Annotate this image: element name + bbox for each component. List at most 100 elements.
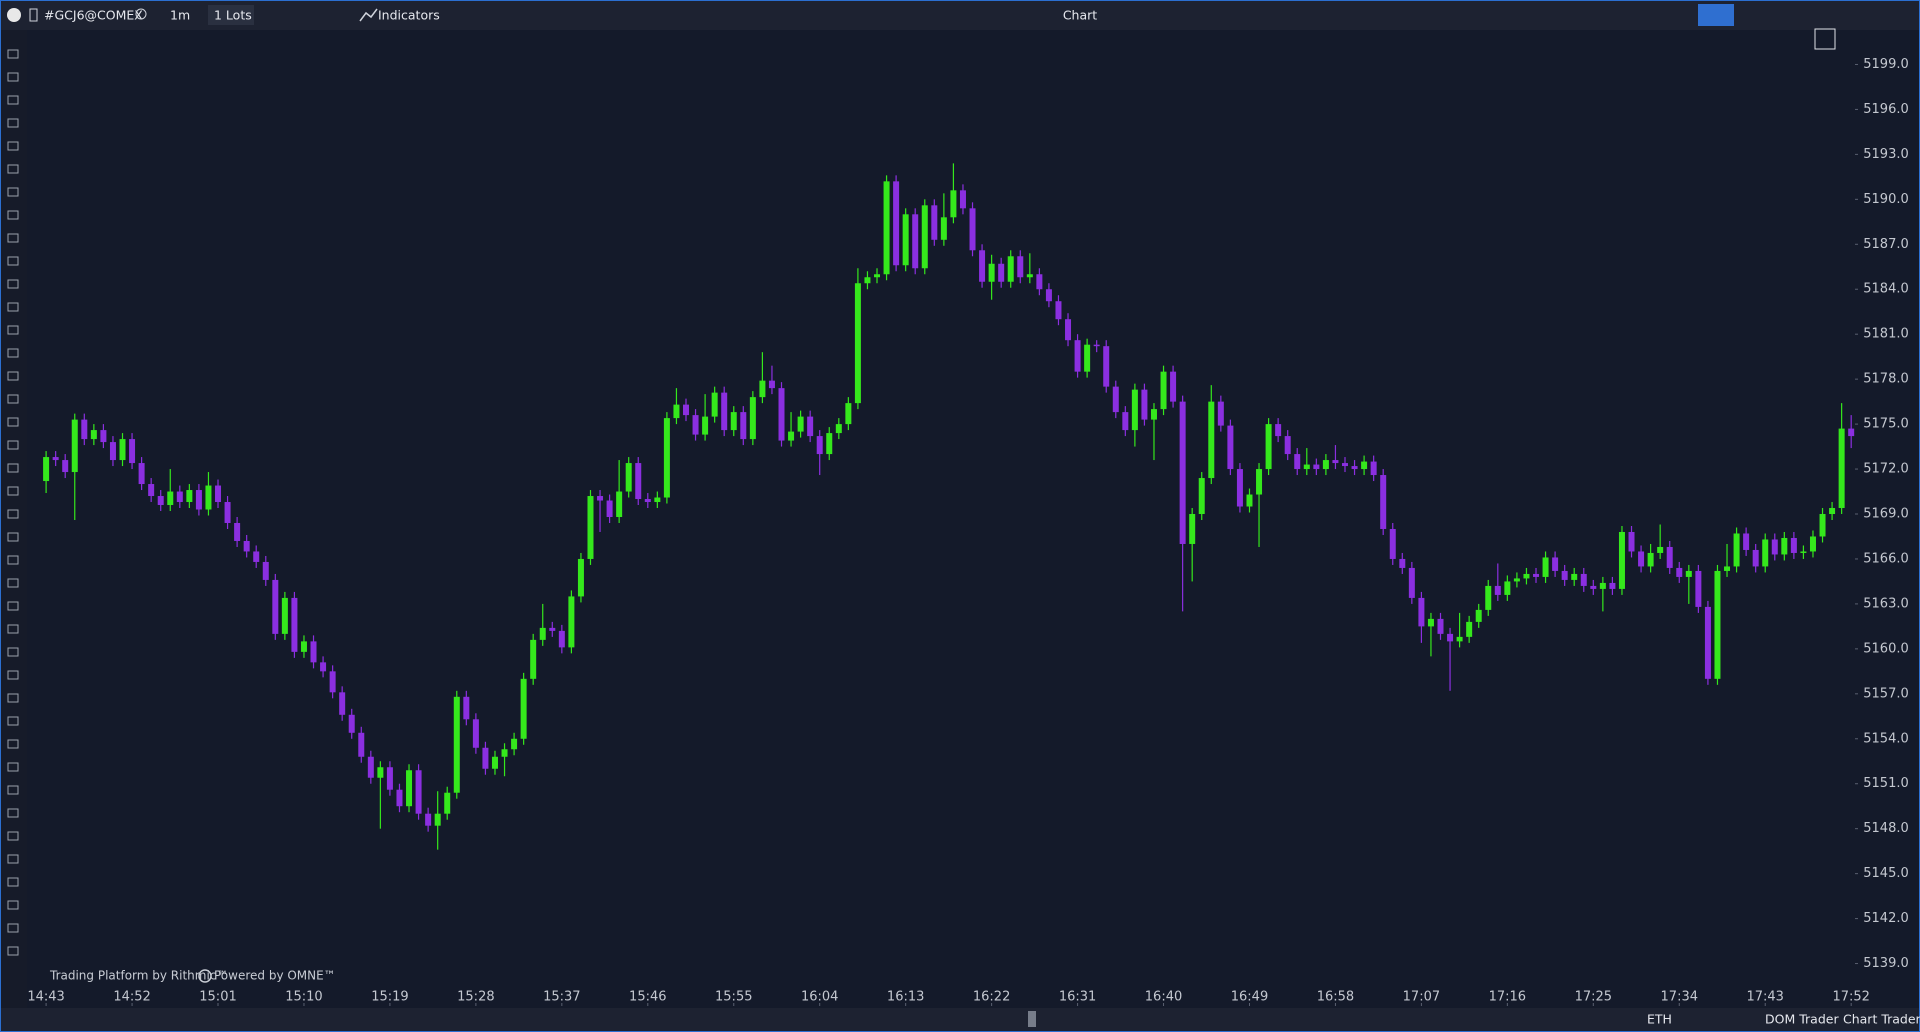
tool-icon (7, 118, 19, 128)
candle-body (940, 217, 947, 240)
candle-body (682, 404, 689, 416)
candle-body (1685, 570, 1692, 577)
y-tick-label: 5142.0 (1863, 911, 1909, 926)
candle-body (568, 596, 575, 648)
tool-icon (7, 141, 19, 151)
candle-body (377, 767, 384, 778)
candle-body (482, 747, 489, 769)
candle-body (950, 190, 957, 218)
x-tick-label: 17:34 (1661, 990, 1698, 1005)
screenshot-button[interactable] (1698, 4, 1734, 26)
candle-body (186, 490, 193, 503)
tool-icon (7, 946, 19, 956)
candle-body (740, 412, 747, 440)
symbol[interactable]: #GCJ6@COMEX (44, 8, 143, 23)
candle-body (1485, 585, 1492, 610)
tool-icon (7, 762, 19, 772)
tool-icon (7, 578, 19, 588)
link-icon[interactable] (29, 8, 38, 22)
candle-body (1561, 570, 1568, 580)
candle-body (711, 392, 718, 417)
tool-icon (7, 486, 19, 496)
candle-body (1045, 289, 1052, 302)
y-tick-label: 5148.0 (1863, 821, 1909, 836)
tool-icon (7, 601, 19, 611)
tool-icon (7, 256, 19, 266)
candle-body (1370, 461, 1377, 476)
candle-body (1351, 466, 1358, 470)
app-logo[interactable] (7, 8, 21, 22)
candle-body (1322, 460, 1329, 470)
candle-body (129, 439, 136, 464)
candle-body (1848, 428, 1855, 437)
chart-trader[interactable]: Chart Trader (1843, 1012, 1920, 1027)
interval[interactable]: 1m (170, 8, 190, 23)
session[interactable]: ETH (1647, 1012, 1672, 1027)
candle-body (348, 714, 355, 733)
candle-body (979, 250, 986, 282)
candle-body (434, 813, 441, 826)
candle-body (511, 738, 518, 750)
candle-body (530, 639, 537, 679)
candle-body (367, 756, 374, 778)
candle-body (291, 597, 298, 652)
tool-icon (7, 210, 19, 220)
candle-body (310, 641, 317, 663)
y-tick-label: 5169.0 (1863, 507, 1909, 522)
candle-body (262, 561, 269, 580)
indicators-icon[interactable] (359, 8, 378, 22)
candle-body (148, 484, 155, 497)
tool-icon (7, 440, 19, 450)
candle-body (205, 485, 212, 510)
candle-body (1361, 461, 1368, 470)
candle-body (234, 522, 241, 541)
y-tick-label: 5175.0 (1863, 417, 1909, 432)
candle-body (1093, 344, 1100, 347)
y-tick-label: 5190.0 (1863, 192, 1909, 207)
candle-body (539, 627, 546, 640)
candle-body (816, 436, 823, 455)
candle-body (1227, 425, 1234, 470)
scroll-end-button[interactable] (1814, 28, 1836, 50)
candle-body (358, 732, 365, 757)
candle-body (1284, 436, 1291, 455)
candle-body (1389, 528, 1396, 559)
tool-icon (7, 187, 19, 197)
x-tick-label: 16:31 (1059, 990, 1096, 1005)
candle-body (1055, 301, 1062, 320)
candle-body (959, 190, 966, 209)
candle-body (883, 181, 890, 275)
y-tick-label: 5151.0 (1863, 776, 1909, 791)
lots-box[interactable] (208, 5, 254, 25)
candle-body (788, 431, 795, 441)
candle-body (1380, 475, 1387, 529)
y-tick-label: 5166.0 (1863, 551, 1909, 566)
candle-body (1456, 636, 1463, 642)
candle-body (1265, 424, 1272, 470)
y-tick-label: 5160.0 (1863, 641, 1909, 656)
candle-body (702, 416, 709, 435)
x-tick-label: 16:49 (1231, 990, 1268, 1005)
dom-trader[interactable]: DOM Trader (1765, 1012, 1839, 1027)
candle-body (1704, 606, 1711, 679)
search-icon[interactable] (135, 8, 147, 20)
scrollbar-thumb[interactable] (1028, 1011, 1036, 1027)
x-tick-label: 16:13 (887, 990, 924, 1005)
candle-body (215, 485, 222, 503)
candle-body (644, 499, 651, 503)
indicators[interactable]: Indicators (378, 8, 440, 23)
candle-body (1332, 460, 1339, 464)
lots[interactable]: 1 Lots (214, 8, 252, 23)
tool-icon (7, 854, 19, 864)
y-tick-label: 5157.0 (1863, 686, 1909, 701)
candle-body (167, 491, 174, 506)
tool-icon (7, 716, 19, 726)
candle-body (157, 496, 164, 506)
tool-icon (7, 72, 19, 82)
candle-body (253, 551, 260, 562)
candle-body (71, 419, 78, 473)
candle-body (826, 433, 833, 455)
candle-body (501, 749, 508, 757)
candle-body (1074, 340, 1081, 372)
